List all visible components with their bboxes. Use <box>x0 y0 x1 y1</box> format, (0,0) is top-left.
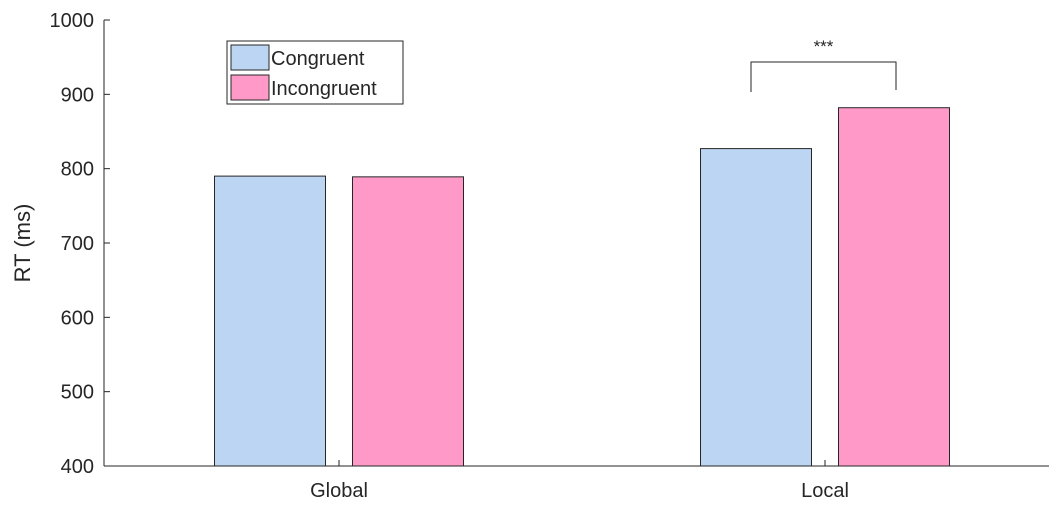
x-tick-label-global: Global <box>310 480 368 502</box>
legend-swatch-congruent <box>230 44 270 71</box>
significance-bracket <box>750 61 897 92</box>
x-tick-label-local: Local <box>801 480 849 502</box>
bar-congruent-global <box>214 175 326 467</box>
y-axis-title: RT (ms) <box>10 204 35 283</box>
y-tick-label: 1000 <box>50 10 95 32</box>
bar-incongruent-local <box>838 107 950 467</box>
legend-swatch-incongruent <box>230 74 270 101</box>
significance-label: *** <box>814 37 834 56</box>
legend: Congruent Incongruent <box>226 40 404 105</box>
y-tick-label: 800 <box>61 159 94 181</box>
y-tick-label: 900 <box>61 84 94 106</box>
bar-incongruent-global <box>352 176 464 467</box>
annotation-layer: *** <box>750 37 897 92</box>
legend-label-congruent: Congruent <box>271 48 365 70</box>
y-tick-label: 700 <box>61 233 94 255</box>
bars-layer <box>214 107 950 467</box>
y-tick-label: 400 <box>61 456 94 478</box>
y-tick-label: 600 <box>61 307 94 329</box>
bar-congruent-local <box>700 148 812 467</box>
legend-label-incongruent: Incongruent <box>271 78 377 100</box>
y-tick-label: 500 <box>61 382 94 404</box>
ticks-layer: 400 500 600 700 800 900 1000 Global Local <box>50 10 849 502</box>
